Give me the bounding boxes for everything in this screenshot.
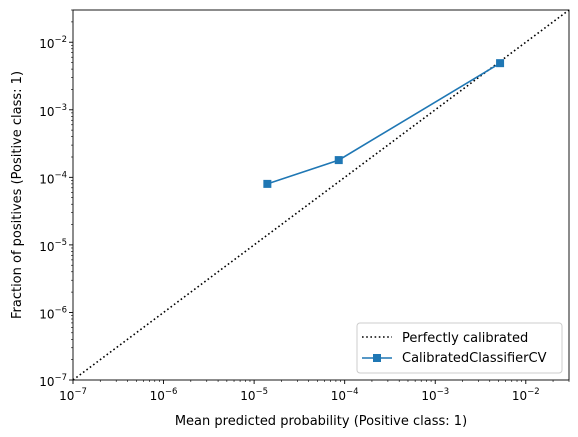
y-tick-label: 10−3 bbox=[39, 103, 67, 119]
x-tick-label: 10−4 bbox=[331, 387, 359, 403]
x-tick-label-base: 10 bbox=[150, 389, 165, 403]
y-tick-label-exponent: −6 bbox=[54, 305, 67, 315]
x-tick-label-exponent: −5 bbox=[255, 387, 268, 397]
data-point-marker bbox=[496, 59, 505, 68]
y-axis-label: Fraction of positives (Positive class: 1… bbox=[10, 71, 25, 319]
y-tick-label-exponent: −2 bbox=[54, 35, 67, 45]
x-tick-label-base: 10 bbox=[59, 389, 74, 403]
y-tick-label-exponent: −7 bbox=[54, 373, 67, 383]
x-tick-label-exponent: −3 bbox=[437, 387, 450, 397]
legend: Perfectly calibrated CalibratedClassifie… bbox=[356, 322, 563, 374]
x-tick-label-base: 10 bbox=[331, 389, 346, 403]
y-tick-label: 10−4 bbox=[39, 170, 67, 186]
x-tick-label-exponent: −2 bbox=[527, 387, 540, 397]
y-tick-label-exponent: −4 bbox=[54, 170, 67, 180]
x-tick-label-exponent: −7 bbox=[74, 387, 87, 397]
y-axis-ticks: 10−710−610−510−410−310−2 bbox=[39, 35, 73, 389]
legend-label-perfect: Perfectly calibrated bbox=[402, 331, 528, 346]
legend-box bbox=[356, 322, 563, 374]
y-tick-label-exponent: −5 bbox=[54, 238, 67, 248]
x-axis-label: Mean predicted probability (Positive cla… bbox=[175, 414, 467, 429]
x-tick-label: 10−6 bbox=[150, 387, 178, 403]
y-tick-label-base: 10 bbox=[39, 172, 54, 186]
x-tick-label-base: 10 bbox=[421, 389, 436, 403]
y-tick-label: 10−7 bbox=[39, 373, 67, 389]
y-tick-label-base: 10 bbox=[39, 375, 54, 389]
plot-frame bbox=[72, 9, 570, 381]
y-tick-label-base: 10 bbox=[39, 105, 54, 119]
x-tick-label: 10−5 bbox=[240, 387, 268, 403]
legend-marker-classifier bbox=[373, 354, 381, 362]
x-tick-label: 10−7 bbox=[59, 387, 87, 403]
legend-label-classifier: CalibratedClassifierCV bbox=[402, 351, 547, 366]
y-tick-label-base: 10 bbox=[39, 240, 54, 254]
x-tick-label-exponent: −4 bbox=[346, 387, 359, 397]
data-point-marker bbox=[263, 179, 272, 188]
y-tick-label-base: 10 bbox=[39, 37, 54, 51]
x-tick-label: 10−2 bbox=[512, 387, 540, 403]
y-tick-label: 10−6 bbox=[39, 305, 67, 321]
series-layer bbox=[72, 9, 570, 381]
x-tick-label-base: 10 bbox=[240, 389, 255, 403]
data-point-marker bbox=[334, 156, 343, 165]
x-tick-label-exponent: −6 bbox=[165, 387, 178, 397]
y-tick-label: 10−2 bbox=[39, 35, 67, 51]
x-axis-ticks: 10−7 10−6 10−5 10−4 10−3 10−2 bbox=[59, 380, 540, 403]
y-tick-label-exponent: −3 bbox=[54, 103, 67, 113]
x-tick-label-base: 10 bbox=[512, 389, 527, 403]
y-tick-label-base: 10 bbox=[39, 307, 54, 321]
y-tick-label: 10−5 bbox=[39, 238, 67, 254]
x-tick-label: 10−3 bbox=[421, 387, 449, 403]
